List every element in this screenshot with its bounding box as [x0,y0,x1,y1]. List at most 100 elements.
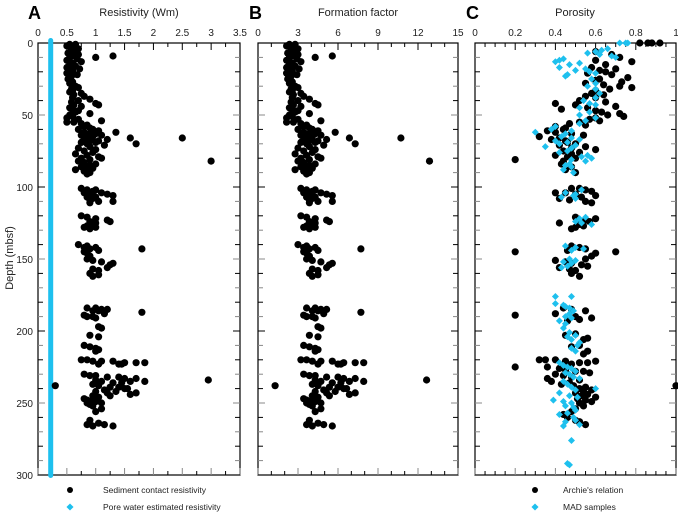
x-tick-label-a: 2.5 [175,28,189,39]
formation-factor-point [311,314,319,322]
x-tick-label-b: 0 [255,28,261,39]
mad-porosity-point [563,409,571,417]
mad-porosity-point [563,138,571,146]
archie-porosity-point [592,192,600,200]
archie-porosity-point [565,196,574,204]
legend-marker-mad [531,503,539,511]
resistivity-point [115,373,123,381]
x-tick-label-a: 3.5 [233,28,247,39]
formation-factor-point [305,156,313,164]
resistivity-point [95,419,103,427]
resistivity-point [95,271,103,279]
panel-letter-c: C [466,3,479,23]
archie-porosity-point [592,357,600,365]
resistivity-point [80,341,88,349]
mad-porosity-point [592,85,600,93]
archie-porosity-point [567,269,576,277]
legend-marker-sediment [67,487,73,493]
x-tick-label-a: 1 [93,28,99,39]
mad-porosity-point [586,68,594,76]
resistivity-point [109,422,117,430]
archie-porosity-point [592,146,600,154]
formation-factor-point [311,223,319,231]
archie-porosity-point [584,262,592,270]
x-tick-label-b: 12 [412,28,424,39]
x-tick-label-c: 0.2 [508,28,522,39]
mad-porosity-point [572,367,579,375]
formation-factor-point [294,144,302,152]
archie-porosity-point [579,367,588,375]
resistivity-point [76,65,84,73]
archie-porosity-point [608,71,616,79]
formation-factor-point [311,53,319,62]
resistivity-point [106,218,114,226]
resistivity-point [178,134,186,142]
resistivity-point [103,190,111,198]
formation-factor-point [328,422,336,430]
mad-porosity-point [567,336,575,344]
archie-porosity-point [581,197,590,205]
archie-porosity-point [620,112,628,120]
resistivity-point [89,272,97,280]
resistivity-point [80,92,88,100]
x-tick-label-b: 15 [452,28,464,39]
formation-factor-point [351,359,359,367]
mad-porosity-point [555,389,563,397]
resistivity-point [97,405,106,413]
resistivity-point [141,377,149,385]
mad-porosity-point [559,258,567,266]
archie-porosity-point [602,61,610,69]
archie-porosity-point [648,39,656,47]
archie-porosity-point [575,315,584,324]
mad-porosity-point [586,108,594,116]
mad-porosity-point [559,166,567,174]
resistivity-point [86,143,94,151]
x-tick-label-c: 0.4 [548,28,562,39]
archie-porosity-point [616,82,624,90]
formation-factor-point [325,392,333,400]
mad-porosity-point [555,411,563,419]
formation-factor-point [314,360,322,368]
resistivity-point [103,135,111,144]
resistivity-point [89,307,97,315]
x-tick-label-b: 6 [335,28,341,39]
resistivity-point [103,264,111,272]
resistivity-point [109,357,117,365]
x-tick-label-c: 1 [673,28,678,39]
formation-factor-point [345,390,353,398]
resistivity-point [141,359,149,367]
mad-porosity-point [567,436,575,444]
formation-factor-point [317,405,325,413]
resistivity-point [92,138,100,146]
archie-porosity-point [535,356,543,364]
formation-factor-point [308,380,316,388]
formation-factor-point [300,341,308,349]
formation-factor-point [317,258,325,266]
formation-factor-point [271,382,279,390]
mad-porosity-point [584,82,592,90]
formation-factor-point [334,373,342,381]
resistivity-point [97,154,106,162]
y-tick-label: 150 [16,255,33,266]
resistivity-point [132,374,140,383]
mad-porosity-point [576,104,584,112]
mad-porosity-point [561,242,569,250]
x-tick-label-b: 9 [375,28,381,39]
mad-porosity-point [588,75,596,83]
mad-porosity-point [563,147,571,155]
resistivity-point [86,110,94,118]
formation-factor-point [291,166,299,174]
panel-letter-b: B [249,3,262,23]
archie-porosity-point [628,58,636,66]
pore-water-resistivity-series [48,38,54,478]
archie-porosity-point [551,370,560,378]
resistivity-point [83,255,91,263]
formation-factor-point [300,370,308,378]
archie-porosity-point [543,363,552,371]
formation-factor-point [317,189,325,197]
resistivity-point [95,360,103,368]
mad-porosity-point [576,111,584,119]
mad-porosity-point [563,262,571,270]
resistivity-point [89,357,97,365]
mad-porosity-point [555,148,563,156]
